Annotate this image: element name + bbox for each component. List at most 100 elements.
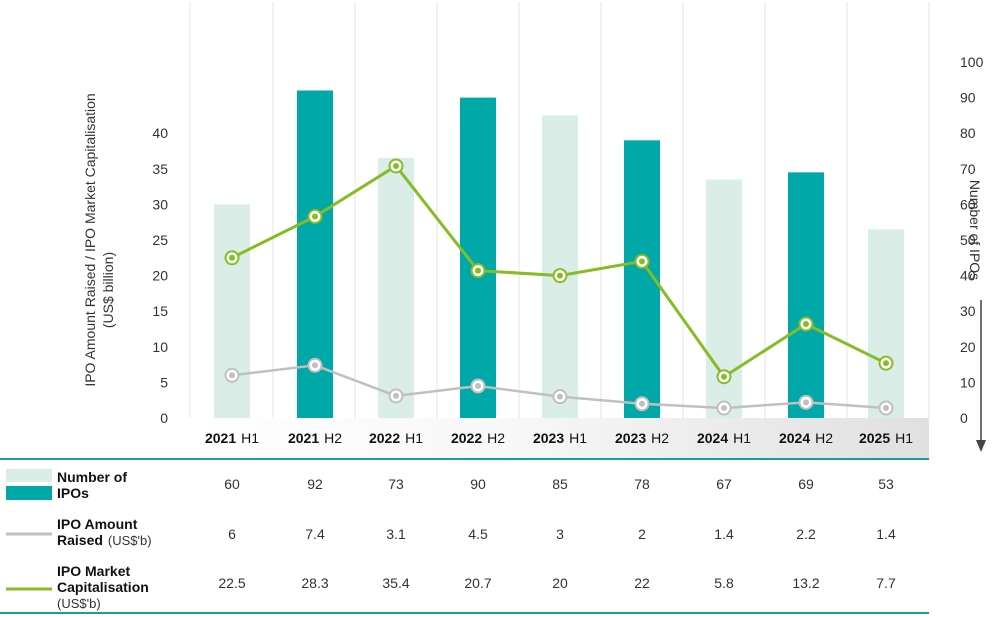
legend-label-bold: Raised [57, 532, 103, 548]
left-axis-tick: 10 [152, 339, 168, 355]
category-label: 2024 H2 [779, 430, 833, 446]
table-cell: 92 [307, 476, 323, 492]
bar-ipo-count [788, 172, 824, 418]
category-strip [190, 418, 929, 458]
category-half: H1 [405, 430, 423, 446]
table-cell: 3 [556, 526, 564, 542]
marker-dot [229, 372, 235, 379]
category-label: 2024 H1 [697, 430, 751, 446]
category-year: 2023 [615, 430, 646, 446]
table-cell: 20 [552, 575, 568, 591]
category-half: H1 [241, 430, 259, 446]
right-axis-tick: 40 [960, 268, 976, 284]
category-label: 2022 H1 [369, 430, 423, 446]
table-cell: 22.5 [218, 575, 245, 591]
table-cell: 1.4 [714, 526, 734, 542]
category-label: 2022 H2 [451, 430, 505, 446]
right-axis-tick: 0 [960, 410, 968, 426]
table-top-rule [0, 458, 929, 460]
left-axis-unit: (US$ billion) [100, 252, 116, 328]
right-axis-tick: 60 [960, 196, 976, 212]
category-year: 2024 [697, 430, 728, 446]
vertical-gridlines [189, 2, 930, 418]
line-series [224, 158, 894, 416]
category-half: H1 [895, 430, 913, 446]
table-cell: 73 [388, 476, 404, 492]
left-axis-tick: 35 [152, 161, 168, 177]
table-bottom-rule [0, 612, 929, 614]
category-half: H2 [815, 430, 833, 446]
left-axis-tick: 20 [152, 268, 168, 284]
table-cell: 7.7 [876, 575, 896, 591]
bar-ipo-count [214, 204, 250, 418]
category-year: 2025 [859, 430, 890, 446]
table-cell: 78 [634, 476, 650, 492]
legend-label-line1: IPO Market [57, 563, 130, 579]
table-cell: 90 [470, 476, 486, 492]
marker-dot [312, 362, 318, 369]
right-axis-tick: 100 [960, 54, 984, 70]
marker-dot [639, 400, 645, 407]
down-arrow-icon [976, 440, 986, 452]
marker-dot [803, 399, 809, 406]
category-year: 2021 [205, 430, 236, 446]
marker-dot [883, 405, 889, 412]
category-label: 2021 H1 [205, 430, 259, 446]
table-cell: 5.8 [714, 575, 734, 591]
right-axis-title: Number of IPOs [967, 180, 983, 280]
category-year: 2022 [451, 430, 482, 446]
category-label: 2023 H1 [533, 430, 587, 446]
table-cell: 6 [228, 526, 236, 542]
marker-dot [475, 267, 481, 274]
legend-label-line2: Capitalisation [57, 579, 149, 595]
legend-label-bold: IPOs [57, 485, 89, 501]
right-axis-tick: 30 [960, 303, 976, 319]
category-year: 2022 [369, 430, 400, 446]
legend-label-line3: (US$'b) [57, 596, 101, 611]
marker-dot [475, 382, 481, 389]
table-cell: 13.2 [792, 575, 819, 591]
marker-dot [229, 254, 235, 261]
table-cell: 35.4 [382, 575, 409, 591]
category-label: 2025 H1 [859, 430, 913, 446]
axis-titles: IPO Amount Raised / IPO Market Capitalis… [82, 93, 986, 452]
table-cell: 67 [716, 476, 732, 492]
left-axis-tick: 15 [152, 303, 168, 319]
category-half: H1 [569, 430, 587, 446]
table-cell: 69 [798, 476, 814, 492]
marker-dot [557, 272, 563, 279]
table-cell: 60 [224, 476, 240, 492]
left-axis-tick: 30 [152, 196, 168, 212]
right-axis-tick: 90 [960, 90, 976, 106]
table-cell: 3.1 [386, 526, 406, 542]
marker-dot [312, 213, 318, 220]
marker-dot [721, 405, 727, 412]
category-half: H1 [733, 430, 751, 446]
table-cell: 1.4 [876, 526, 896, 542]
legend-swatch-light [6, 469, 52, 482]
marker-dot [803, 321, 809, 328]
table-cell: 53 [878, 476, 894, 492]
marker-dot [393, 392, 399, 399]
legend-label-line1: IPO Amount [57, 516, 138, 532]
table-cell: 4.5 [468, 526, 488, 542]
left-axis-title: IPO Amount Raised / IPO Market Capitalis… [82, 93, 98, 386]
table-cell: 7.4 [305, 526, 325, 542]
marker-dot [557, 393, 563, 400]
table-cell: 2 [638, 526, 646, 542]
bar-ipo-count [542, 115, 578, 419]
category-year: 2021 [288, 430, 319, 446]
left-axis-ticks: 0 5 10 15 20 25 30 35 40 [152, 125, 168, 426]
legend-swatch-teal [6, 486, 52, 500]
bar-ipo-count [460, 97, 496, 418]
category-labels: 2021 H1 2021 H2 2022 H1 2022 H2 2023 H1 2023 H2 2024… [205, 430, 913, 446]
category-half: H2 [651, 430, 669, 446]
table-cell: 20.7 [464, 575, 491, 591]
ipo-count-bars [214, 90, 904, 419]
right-axis-tick: 80 [960, 125, 976, 141]
category-label: 2023 H2 [615, 430, 669, 446]
right-axis-tick: 70 [960, 161, 976, 177]
category-label: 2021 H2 [288, 430, 342, 446]
